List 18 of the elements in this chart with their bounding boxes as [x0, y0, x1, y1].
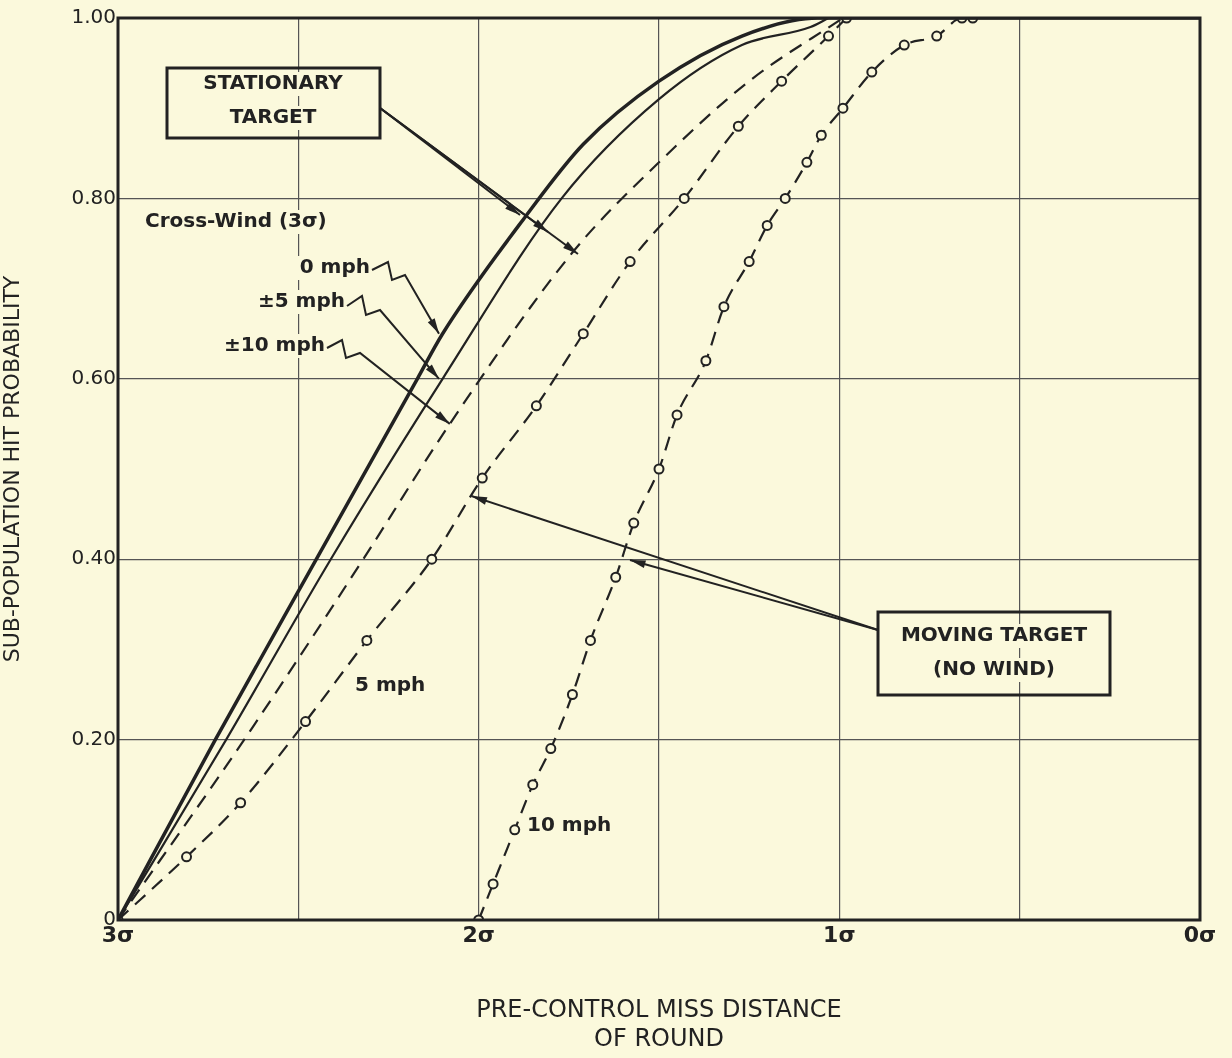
series-label: 5 mph [355, 672, 426, 697]
y-tick-label: 0.60 [71, 365, 116, 389]
y-axis-title: SUB-POPULATION HIT PROBABILITY [0, 275, 24, 663]
annotation: STATIONARY TARGET [203, 70, 344, 129]
x-tick-label: 0σ [1183, 921, 1217, 947]
x-tick-label: 1σ [823, 921, 856, 947]
y-tick-label: 0.40 [71, 545, 116, 570]
annotation: MOVING TARGET (NO WIND) [900, 622, 1088, 681]
annotation: ±5 mph [257, 288, 345, 313]
x-tick-label: 2σ [462, 921, 495, 947]
annotation: Cross-Wind (3σ) [145, 208, 327, 233]
y-tick-label: 1.00 [71, 4, 116, 29]
y-tick-label: 0.20 [71, 725, 116, 750]
series-label: 10 mph [527, 812, 612, 837]
x-axis-title: PRE-CONTROL MISS DISTANCE OF ROUND [476, 995, 842, 1052]
annotation: ±10 mph [224, 332, 325, 357]
y-tick-label: 0.80 [71, 184, 116, 209]
annotation: 0 mph [299, 254, 370, 279]
